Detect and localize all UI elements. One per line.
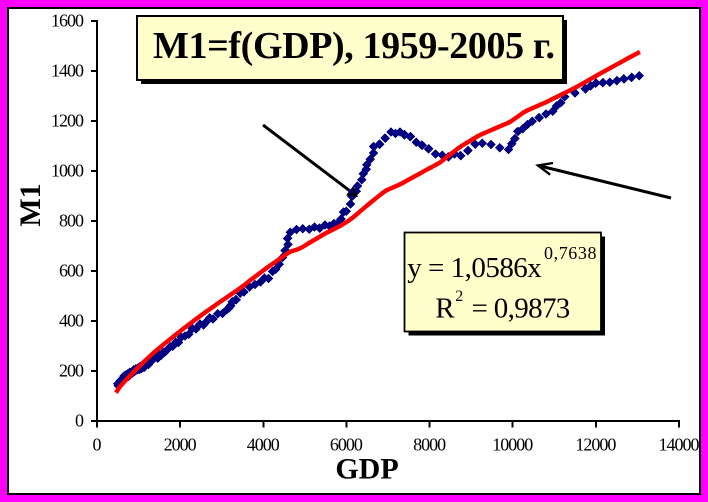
svg-text:200: 200	[59, 360, 84, 380]
svg-text:1200: 1200	[51, 110, 84, 130]
svg-text:2: 2	[455, 288, 463, 305]
svg-text:R: R	[435, 292, 455, 324]
svg-text:1000: 1000	[51, 160, 84, 180]
svg-text:14000: 14000	[659, 435, 700, 455]
svg-text:= 0,9873: = 0,9873	[472, 292, 571, 324]
svg-text:y = 1,0586x: y = 1,0586x	[407, 252, 542, 284]
svg-text:12000: 12000	[575, 435, 616, 455]
svg-text:0: 0	[75, 410, 84, 430]
svg-text:GDP: GDP	[335, 453, 398, 486]
svg-text:600: 600	[59, 260, 84, 280]
svg-text:M1: M1	[14, 183, 47, 226]
svg-text:4000: 4000	[247, 435, 280, 455]
svg-text:0,7638: 0,7638	[544, 243, 597, 263]
svg-text:M1=f(GDP), 1959-2005 г.: M1=f(GDP), 1959-2005 г.	[153, 25, 555, 67]
svg-text:1400: 1400	[51, 60, 84, 80]
svg-text:8000: 8000	[413, 435, 446, 455]
svg-text:10000: 10000	[492, 435, 533, 455]
svg-text:0: 0	[93, 435, 102, 455]
svg-text:6000: 6000	[330, 435, 363, 455]
svg-text:1600: 1600	[51, 10, 84, 30]
svg-text:2000: 2000	[164, 435, 197, 455]
svg-text:800: 800	[59, 210, 84, 230]
svg-text:400: 400	[59, 310, 84, 330]
